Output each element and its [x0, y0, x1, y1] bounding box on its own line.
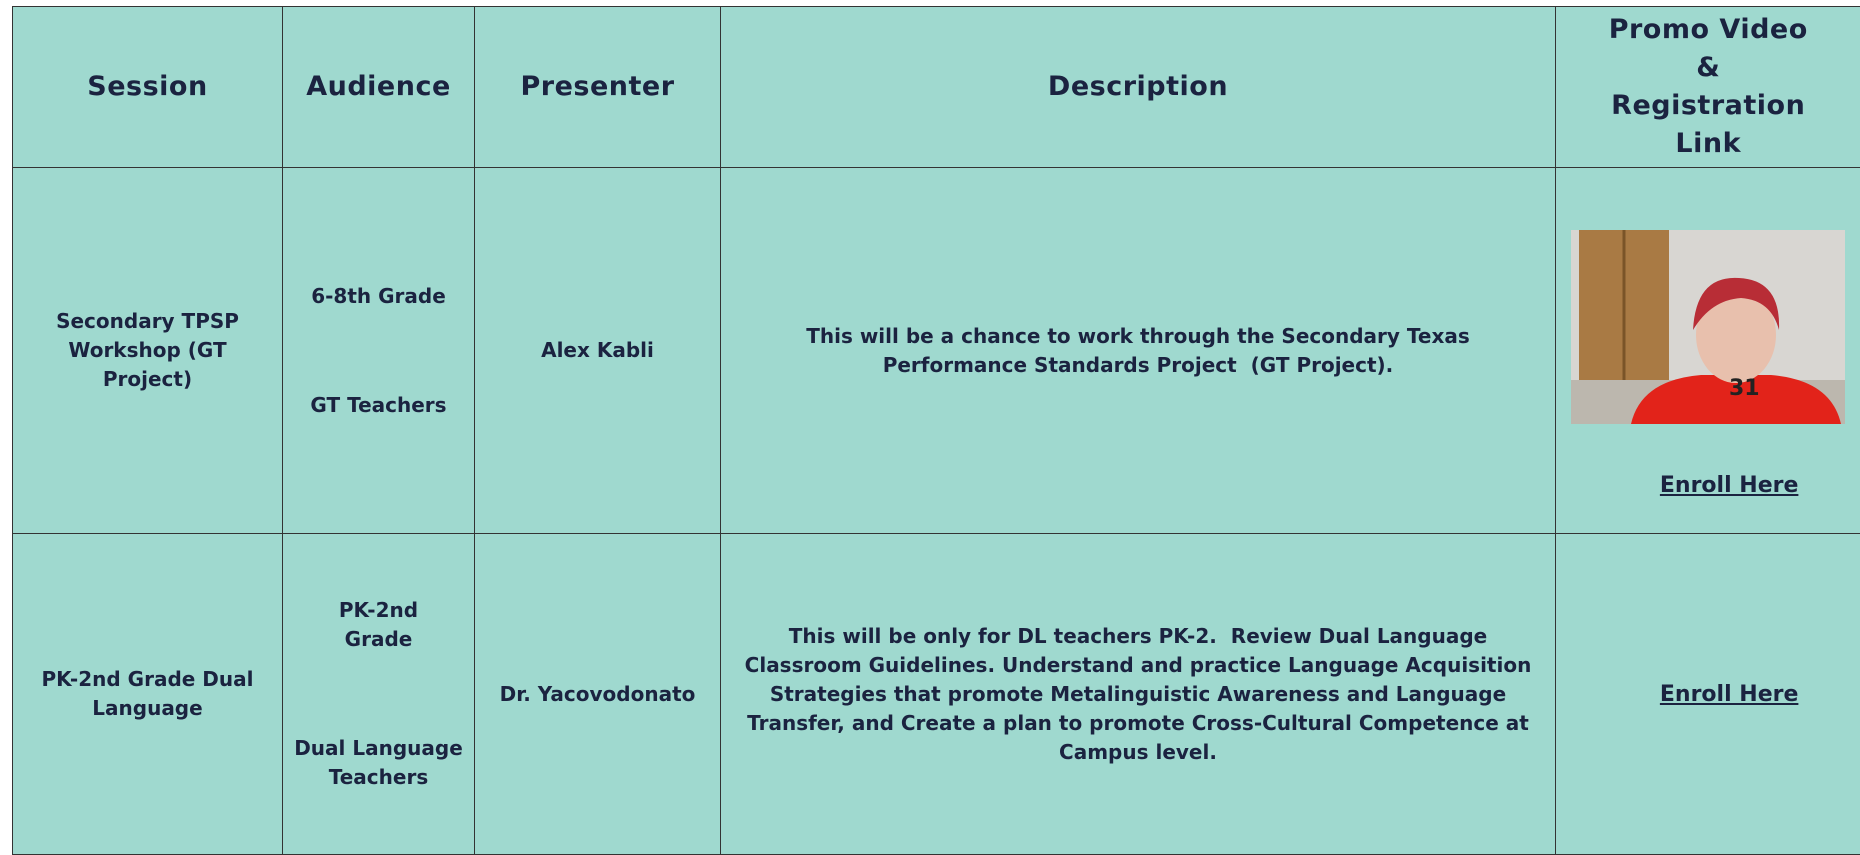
presenter: Alex Kabli: [475, 168, 721, 534]
description: This will be only for DL teachers PK-2. …: [721, 534, 1556, 855]
link-cell: Enroll Here: [1556, 534, 1860, 855]
audience: 6-8th Grade GT Teachers: [283, 168, 475, 534]
audience-line: GT Teachers: [293, 391, 464, 420]
enroll-link[interactable]: Enroll Here: [1660, 682, 1799, 707]
header: Description: [721, 7, 1556, 168]
row: PK-2nd Grade Dual Language PK-2nd Grade …: [13, 534, 1860, 855]
header: Presenter: [475, 7, 721, 168]
audience-line: 6-8th Grade: [293, 282, 464, 311]
sessions-table: Session Audience Presenter Description P…: [12, 6, 1860, 855]
presenter: Dr. Yacovodonato: [475, 534, 721, 855]
enroll-link[interactable]: Enroll Here: [1660, 473, 1799, 498]
header: Session: [13, 7, 283, 168]
session: PK-2nd Grade Dual Language: [13, 534, 283, 855]
description: This will be a chance to work through th…: [721, 168, 1556, 534]
video-thumbnail[interactable]: 31: [1571, 230, 1845, 424]
video-overlay: 31: [1729, 376, 1760, 401]
session: Secondary TPSP Workshop (GT Project): [13, 168, 283, 534]
link-cell: 31 Enroll Here: [1556, 168, 1860, 534]
audience-line: PK-2nd Grade: [293, 596, 464, 654]
audience-line: Dual Language Teachers: [293, 734, 464, 792]
row: Secondary TPSP Workshop (GT Project) 6-8…: [13, 168, 1860, 534]
header: Audience: [283, 7, 475, 168]
header-row: Session Audience Presenter Description P…: [13, 7, 1860, 168]
header: Promo Video & Registration Link: [1556, 7, 1860, 168]
page: Session Audience Presenter Description P…: [0, 0, 1860, 689]
audience: PK-2nd Grade Dual Language Teachers: [283, 534, 475, 855]
